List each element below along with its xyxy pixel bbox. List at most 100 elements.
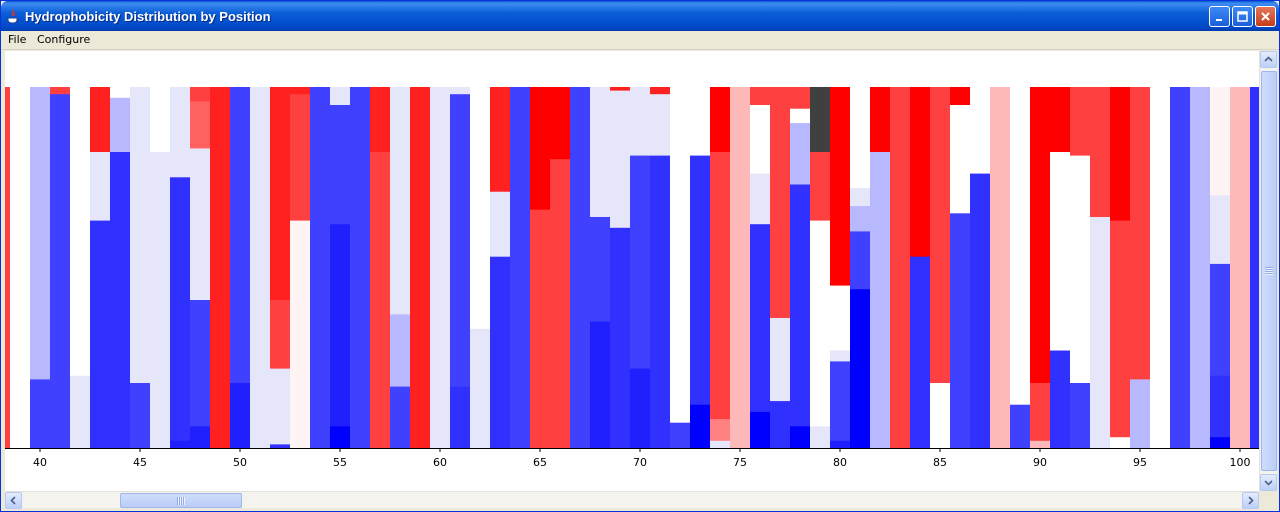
minimize-button[interactable] [1209,6,1230,27]
heatmap-cell-pos-65-seg-0 [530,87,550,211]
heatmap-cell-pos-63-seg-2 [490,256,510,449]
close-icon [1261,12,1270,21]
heatmap-cell-pos-79-seg-0 [810,87,830,153]
heatmap-cell-pos-86-seg-2 [950,213,970,449]
heatmap-cell-pos-101-seg-0 [1250,87,1259,449]
heatmap-cell-pos-90-seg-2 [1030,440,1050,449]
grip-icon [1265,267,1273,275]
heatmap-cell-pos-83-seg-0 [890,87,910,449]
heatmap-cell-pos-76-seg-0 [750,87,770,106]
heatmap-cell-pos-71-seg-0 [650,87,670,95]
heatmap-cell-pos-68-seg-2 [590,321,610,449]
heatmap-cell-pos-76-seg-4 [750,411,770,449]
heatmap-cell-pos-85-seg-1 [930,383,950,449]
heatmap-cell-pos-75-seg-0 [730,87,750,449]
heatmap-cell-pos-78-seg-0 [790,87,810,110]
heatmap-cell-pos-66-seg-1 [550,159,570,449]
scroll-right-button[interactable] [1242,492,1259,509]
x-tick-label-65: 65 [533,456,547,469]
heatmap-cell-pos-45-seg-0 [130,87,150,384]
heatmap-cell-pos-99-seg-0 [1210,87,1230,196]
heatmap-cell-pos-95-seg-1 [1130,379,1150,449]
java-icon [7,9,19,24]
title-bar[interactable]: Hydrophobicity Distribution by Position [1,1,1279,31]
heatmap-cell-pos-71-seg-2 [650,155,670,449]
heatmap-cell-pos-53-seg-2 [290,220,310,449]
heatmap-cell-pos-44-seg-0 [110,87,130,99]
heatmap-cell-pos-58-seg-2 [390,386,410,449]
heatmap-cell-pos-78-seg-4 [790,426,810,449]
heatmap-cell-pos-69-seg-1 [610,90,630,229]
grip-icon [176,497,185,505]
scroll-down-button[interactable] [1260,474,1277,491]
heatmap-cell-pos-85-seg-0 [930,87,950,384]
heatmap-cell-pos-43-seg-0 [90,87,110,153]
heatmap-cell-pos-38-seg-0 [5,87,10,449]
heatmap-cell-pos-52-seg-1 [270,300,290,370]
vertical-scrollbar[interactable] [1259,51,1277,491]
heatmap-cell-pos-86-seg-0 [950,87,970,106]
heatmap-cell-pos-48-seg-4 [190,426,210,449]
heatmap-cell-pos-74-seg-1 [710,152,730,420]
heatmap-cell-pos-70-seg-1 [630,155,650,370]
heatmap-cell-pos-79-seg-3 [810,426,830,449]
heatmap-cell-pos-78-seg-2 [790,123,810,186]
heatmap-cell-pos-76-seg-3 [750,224,770,413]
close-button[interactable] [1255,6,1276,27]
heatmap-cell-pos-57-seg-1 [370,152,390,449]
heatmap-cell-pos-78-seg-1 [790,108,810,124]
heatmap-cell-pos-40-seg-0 [30,87,50,380]
scroll-left-button[interactable] [5,492,22,509]
heatmap-cell-pos-87-seg-0 [970,87,990,175]
heatmap-cell-pos-56-seg-0 [350,87,370,449]
menu-configure[interactable]: Configure [37,33,91,46]
heatmap-cell-pos-80-seg-2 [830,350,850,362]
heatmap-cell-pos-84-seg-0 [910,87,930,258]
heatmap-cell-pos-68-seg-0 [590,87,610,218]
heatmap-cell-pos-63-seg-0 [490,87,510,193]
heatmap-cell-pos-98-seg-0 [1190,87,1210,449]
heatmap-cell-pos-63-seg-1 [490,191,510,258]
chevron-up-icon [1264,56,1273,62]
heatmap-cell-pos-89-seg-1 [1010,404,1030,449]
heatmap-cell-pos-79-seg-2 [810,220,830,427]
heatmap-cell-pos-80-seg-1 [830,285,850,352]
x-tick-label-45: 45 [133,456,147,469]
heatmap-cell-pos-92-seg-2 [1070,383,1090,449]
horizontal-scrollbar[interactable] [5,491,1259,509]
x-tick-label-70: 70 [633,456,647,469]
heatmap-cell-pos-57-seg-0 [370,87,390,153]
heatmap-cell-pos-81-seg-2 [850,206,870,232]
horizontal-scroll-thumb[interactable] [119,493,242,508]
heatmap-cell-pos-52-seg-0 [270,87,290,301]
heatmap-cell-pos-100-seg-0 [1230,87,1250,449]
heatmap-cell-pos-68-seg-1 [590,217,610,323]
heatmap-cell-pos-74-seg-2 [710,419,730,442]
menu-file[interactable]: File [8,33,27,46]
chevron-left-icon [10,496,16,505]
heatmap-cell-pos-76-seg-2 [750,173,770,225]
heatmap-cell-pos-94-seg-1 [1110,220,1130,438]
heatmap-cell-pos-48-seg-3 [190,300,210,427]
heatmap-cell-pos-74-seg-0 [710,87,730,153]
heatmap-cell-pos-94-seg-0 [1110,87,1130,222]
heatmap-cell-pos-60-seg-0 [430,87,450,449]
maximize-icon [1237,11,1248,22]
heatmap-cell-pos-96-seg-0 [1150,87,1170,449]
x-tick-label-40: 40 [33,456,47,469]
heatmap-cell-pos-45-seg-1 [130,383,150,449]
heatmap-cell-pos-97-seg-0 [1170,87,1190,449]
heatmap-cell-pos-62-seg-1 [470,328,490,449]
heatmap-cell-pos-77-seg-2 [770,401,790,449]
x-tick-label-60: 60 [433,456,447,469]
heatmap-cell-pos-46-seg-1 [150,152,170,449]
heatmap-cell-pos-72-seg-0 [670,87,690,424]
heatmap-cell-pos-73-seg-2 [690,404,710,449]
vertical-scroll-thumb[interactable] [1261,71,1277,471]
heatmap-cell-pos-48-seg-0 [190,87,210,102]
heatmap-cell-pos-54-seg-0 [310,87,330,449]
maximize-button[interactable] [1232,6,1253,27]
heatmap-cell-pos-61-seg-0 [450,87,470,95]
scroll-up-button[interactable] [1260,51,1277,68]
